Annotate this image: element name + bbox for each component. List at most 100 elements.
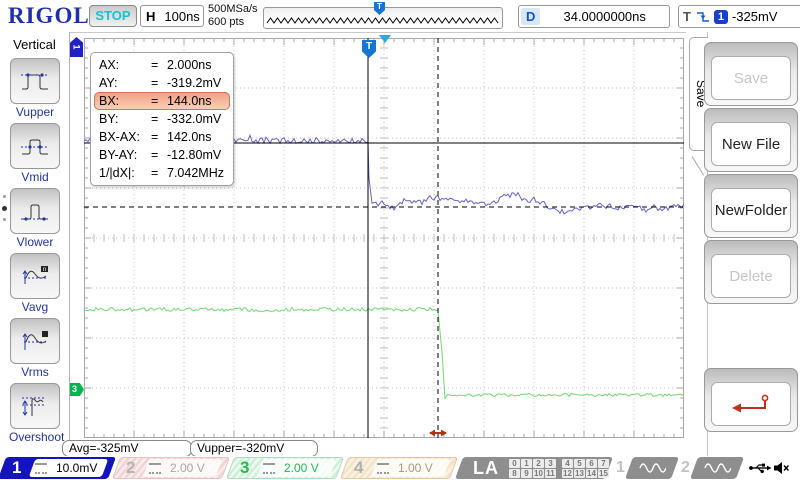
digital-ch-1: 1: [521, 458, 532, 468]
digital-ch-0: 0: [509, 458, 520, 468]
vlower-button[interactable]: [10, 188, 60, 234]
digital-ch-10: 10: [533, 468, 544, 478]
digital-ch-7: 7: [598, 458, 609, 468]
sine-wave-icon: [704, 463, 731, 473]
new-file-button[interactable]: New File: [704, 108, 798, 172]
save-button[interactable]: Save: [704, 42, 798, 106]
digital-ch-12: 12: [562, 468, 573, 478]
memory-depth: 600 pts: [208, 16, 245, 28]
cursor-row-bx-selected[interactable]: BX: = 144.0ns: [94, 92, 230, 110]
cursor-measurement-panel: AX: = 2.000ns AY: = -319.2mV BX: = 144.0ns BY:…: [90, 52, 234, 186]
channel-1-offset-marker[interactable]: 1: [70, 37, 83, 57]
svg-text:n: n: [43, 267, 46, 273]
sine-wave-icon: [639, 463, 666, 473]
measurement-result-vupper: Vupper=-320mV: [190, 440, 318, 457]
cursor-row-by: BY: = -332.0mV: [99, 112, 222, 126]
screen-center-marker: [379, 35, 391, 43]
falling-edge-icon: [696, 12, 709, 22]
menu-page-dot: [3, 218, 6, 221]
channel-2-status[interactable]: 2 2.00 V: [111, 457, 231, 479]
vupper-icon: [21, 73, 49, 90]
vmid-button[interactable]: [10, 123, 60, 169]
channel-3-status[interactable]: 3 2.00 V: [225, 457, 345, 479]
dc-coupling-icon: [149, 462, 161, 474]
delete-button[interactable]: Delete: [704, 240, 798, 304]
top-status-bar: RIGOL STOP H 100ns 500MSa/s 600 pts T D …: [0, 0, 800, 33]
measurement-result-avg: Avg=-325mV: [62, 440, 192, 457]
vupper-button[interactable]: [10, 58, 60, 104]
cursor-row-ay: AY: = -319.2mV: [99, 76, 222, 90]
overshoot-button[interactable]: [10, 383, 60, 429]
digital-ch-8: 8: [509, 468, 520, 478]
cursor-row-bx-ax: BX-AX: = 142.0ns: [99, 130, 212, 144]
channel-4-status[interactable]: 4 1.00 V: [339, 457, 459, 479]
dc-coupling-icon: [263, 462, 275, 474]
digital-ch-5: 5: [574, 458, 585, 468]
cursor-row-by-ay: BY-AY: = -12.80mV: [99, 148, 222, 162]
trigger-readout: T 1 -325mV: [678, 5, 800, 28]
delay-label: D: [521, 8, 541, 25]
trigger-position-tab[interactable]: T: [374, 2, 385, 15]
digital-ch-13: 13: [574, 468, 585, 478]
digital-ch-4: 4: [562, 458, 573, 468]
vmid-icon: [21, 139, 49, 155]
speaker-muted-icon: [774, 462, 790, 474]
run-state-indicator: STOP: [89, 5, 137, 27]
cursor-row-ax: AX: = 2.000ns: [99, 58, 212, 72]
channel-3-zero-marker[interactable]: 3: [70, 383, 84, 396]
sample-rate: 500MSa/s: [208, 3, 258, 15]
digital-ch-6: 6: [586, 458, 597, 468]
channel-1-status[interactable]: 1 10.0mV: [0, 457, 117, 479]
vrms-button[interactable]: [10, 318, 60, 364]
menu-page-dot: [3, 195, 6, 198]
menu-item-vavg[interactable]: n Vavg: [9, 253, 61, 314]
vrms-icon: [22, 331, 48, 350]
menu-item-vupper[interactable]: Vupper: [9, 58, 61, 119]
menu-item-vmid[interactable]: Vmid: [9, 123, 61, 184]
trigger-position-marker[interactable]: T: [362, 40, 376, 58]
trigger-source-badge: 1: [713, 9, 728, 24]
preview-waveform: [266, 17, 499, 24]
rigol-logo: RIGOL: [8, 3, 90, 28]
digital-ch-2: 2: [533, 458, 544, 468]
overshoot-icon: [22, 397, 46, 416]
digital-ch-14: 14: [586, 468, 597, 478]
usb-icon: [749, 463, 772, 474]
trigger-label: T: [683, 9, 691, 24]
acquisition-info: 500MSa/s 600 pts: [208, 3, 258, 29]
horizontal-timebase-readout[interactable]: H 100ns: [140, 5, 204, 27]
menu-page-dot-current: [2, 206, 7, 211]
vertical-measure-menu: Vertical Vupper Vmid: [0, 32, 70, 456]
dc-coupling-icon: [377, 462, 389, 474]
vlower-icon: [21, 204, 49, 221]
digital-ch-11: 11: [545, 468, 556, 478]
new-folder-button[interactable]: NewFolder: [704, 174, 798, 238]
vavg-icon: n: [22, 266, 48, 284]
return-arrow-icon: [732, 394, 769, 413]
trigger-level-value: -325mV: [731, 9, 778, 24]
waveform-display: [83, 37, 685, 439]
digital-ch-15: 15: [598, 468, 609, 478]
vavg-button[interactable]: n: [10, 253, 60, 299]
timebase-value: 100ns: [164, 8, 200, 24]
save-menu: Save Save New File NewFolder Delete: [686, 32, 800, 456]
source-2-indicator[interactable]: 2: [681, 457, 744, 479]
cursor-row-freq: 1/|dX|: = 7.042MHz: [99, 166, 224, 180]
menu-title: Vertical: [13, 37, 56, 52]
dc-coupling-icon: [35, 462, 47, 474]
menu-item-overshoot[interactable]: Overshoot: [9, 383, 64, 444]
return-button[interactable]: [704, 368, 798, 432]
source-1-indicator[interactable]: 1: [616, 457, 679, 479]
digital-ch-9: 9: [521, 468, 532, 478]
tab-diagonal: [691, 156, 705, 176]
waveform-preview-bar[interactable]: T: [263, 2, 503, 29]
menu-item-vlower[interactable]: Vlower: [9, 188, 61, 249]
timebase-label: H: [146, 8, 156, 24]
digital-ch-3: 3: [545, 458, 556, 468]
delay-readout: D 34.0000000ns: [518, 5, 670, 28]
menu-item-vrms[interactable]: Vrms: [9, 318, 61, 379]
